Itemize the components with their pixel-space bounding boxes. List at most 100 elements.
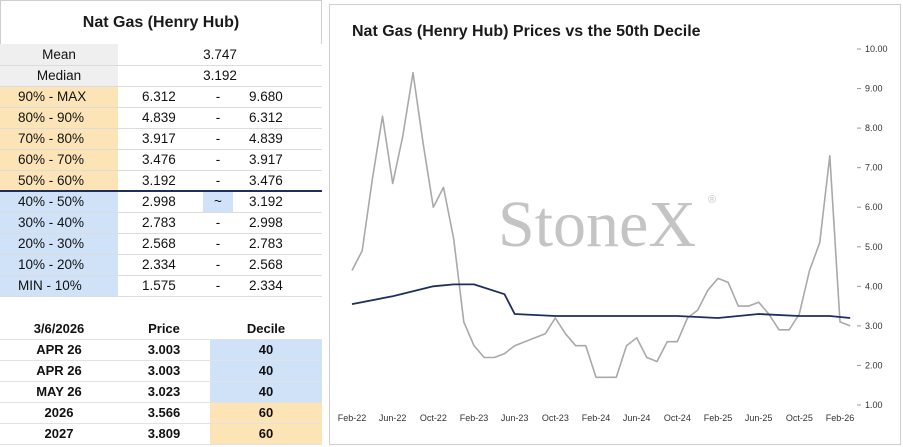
bucket-high: 2.783 [233,233,323,255]
bucket-sep: - [203,128,233,150]
watermark-mark: ® [708,194,716,206]
bucket-high: 3.476 [233,170,323,192]
price-chart: Nat Gas (Henry Hub) Prices vs the 50th D… [329,4,901,445]
contract-price: 3.003 [118,339,210,361]
bucket-row: 90% - MAX 6.312 - 9.680 [0,86,323,108]
bucket-label: 90% - MAX [0,86,118,108]
contract-row: 2027 3.809 60 [0,423,322,445]
y-tick-label: 3.00 [865,321,883,331]
bucket-row: MIN - 10% 1.575 - 2.334 [0,275,323,297]
decile-panel: Nat Gas (Henry Hub) Mean 3.747 Median 3.… [0,0,323,447]
bucket-high: 9.680 [233,86,323,108]
y-tick-label: 7.00 [865,163,883,173]
contract-name: APR 26 [0,339,118,361]
contract-price: 3.809 [118,423,210,445]
x-tick-label: Feb-26 [826,413,855,423]
bucket-low: 3.917 [118,128,203,150]
bucket-row: 60% - 70% 3.476 - 3.917 [0,149,323,171]
contracts-price-header: Price [118,318,210,340]
contract-price: 3.566 [118,402,210,424]
bucket-label: 30% - 40% [0,212,118,234]
bucket-label: 60% - 70% [0,149,118,171]
contract-row: MAY 26 3.023 40 [0,381,322,403]
bucket-label: 40% - 50% [0,191,118,213]
bucket-row: 80% - 90% 4.839 - 6.312 [0,107,323,129]
y-tick-label: 4.00 [865,281,883,291]
x-tick-label: Oct-23 [542,413,569,423]
bucket-low: 3.476 [118,149,203,171]
contract-name: MAY 26 [0,381,118,403]
bucket-label: MIN - 10% [0,275,118,297]
bucket-low: 6.312 [118,86,203,108]
bucket-label: 80% - 90% [0,107,118,129]
contracts-date: 3/6/2026 [0,318,118,340]
contract-decile: 60 [210,423,322,445]
bucket-row: 50% - 60% 3.192 - 3.476 [0,170,323,192]
bucket-high: 2.998 [233,212,323,234]
bucket-sep: - [203,212,233,234]
watermark-text: StoneX [498,188,696,261]
contract-price: 3.003 [118,360,210,382]
bucket-row: 20% - 30% 2.568 - 2.783 [0,233,323,255]
contract-name: APR 26 [0,360,118,382]
bucket-low: 2.334 [118,254,203,276]
x-tick-label: Jun-24 [623,413,651,423]
bucket-high: 4.839 [233,128,323,150]
bucket-low: 4.839 [118,107,203,129]
bucket-sep: - [203,107,233,129]
bucket-row: 40% - 50% 2.998 ~ 3.192 [0,191,323,213]
x-tick-label: Feb-23 [460,413,489,423]
bucket-label: 10% - 20% [0,254,118,276]
contract-row: APR 26 3.003 40 [0,360,322,382]
x-tick-label: Jun-23 [501,413,529,423]
median-label: Median [0,65,118,87]
x-tick-label: Feb-24 [582,413,611,423]
bucket-low: 1.575 [118,275,203,297]
contract-row: 2026 3.566 60 [0,402,322,424]
contracts-header: 3/6/2026 Price Decile [0,318,322,340]
median-value: 3.192 [118,65,323,87]
x-tick-label: Jun-25 [745,413,773,423]
contract-decile: 60 [210,402,322,424]
x-tick-label: Feb-22 [338,413,367,423]
panel-title: Nat Gas (Henry Hub) [0,0,322,44]
bucket-label: 20% - 30% [0,233,118,255]
x-tick-label: Feb-25 [704,413,733,423]
bucket-low: 2.568 [118,233,203,255]
bucket-sep: - [203,86,233,108]
stonex-watermark: StoneX ® [498,188,716,261]
y-tick-label: 6.00 [865,202,883,212]
x-tick-label: Oct-25 [786,413,813,423]
mean-value: 3.747 [118,44,323,66]
decile-table: Mean 3.747 Median 3.192 90% - MAX 6.312 … [0,44,323,297]
price-line [351,71,851,379]
chart-title: Nat Gas (Henry Hub) Prices vs the 50th D… [352,23,701,40]
contracts-decile-header: Decile [210,318,322,340]
bucket-high: 3.917 [233,149,323,171]
contract-decile: 40 [210,339,322,361]
mean-label: Mean [0,44,118,66]
x-tick-label: Oct-22 [420,413,447,423]
bucket-row: 30% - 40% 2.783 - 2.998 [0,212,323,234]
y-tick-label: 1.00 [865,400,883,410]
contract-name: 2027 [0,423,118,445]
bucket-low: 3.192 [118,170,203,192]
y-tick-label: 9.00 [865,84,883,94]
bucket-high: 6.312 [233,107,323,129]
bucket-sep-current: ~ [203,191,233,213]
bucket-sep: - [203,149,233,171]
decile-50-line [351,283,851,319]
contract-row: APR 26 3.003 40 [0,339,322,361]
bucket-sep: - [203,233,233,255]
bucket-high: 3.192 [233,191,323,213]
x-tick-label: Jun-22 [379,413,407,423]
y-tick-label: 5.00 [865,242,883,252]
bucket-low: 2.998 [118,191,203,213]
contract-decile: 40 [210,360,322,382]
contract-price: 3.023 [118,381,210,403]
contract-name: 2026 [0,402,118,424]
bucket-label: 50% - 60% [0,170,118,192]
bucket-row: 70% - 80% 3.917 - 4.839 [0,128,323,150]
bucket-high: 2.568 [233,254,323,276]
x-tick-label: Oct-24 [664,413,691,423]
